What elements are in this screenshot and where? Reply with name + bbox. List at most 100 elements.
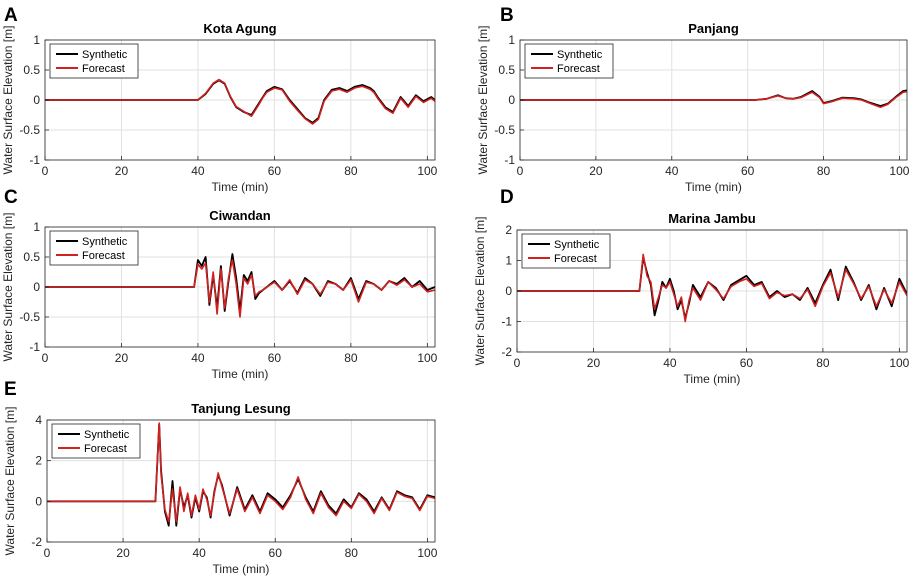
y-tick-label: -1 — [29, 340, 40, 354]
chart-title: Ciwandan — [209, 208, 270, 223]
x-tick-label: 100 — [417, 546, 437, 560]
x-tick-label: 60 — [740, 356, 754, 370]
x-tick-label: 40 — [663, 356, 677, 370]
x-tick-label: 0 — [517, 164, 524, 178]
chart-panel-a: A 0 20 40 60 80 100 -1 -0.5 0 0.5 1 Kota Agung Time (… — [1, 5, 438, 194]
x-tick-label: 80 — [344, 351, 358, 365]
chart-title: Marina Jambu — [668, 211, 755, 226]
y-tick-label: 0 — [33, 280, 40, 294]
x-tick-label: 60 — [268, 351, 282, 365]
y-tick-label: -2 — [501, 345, 512, 359]
series-line-forecast — [517, 253, 907, 323]
y-axis-label: Water Surface Elevation [m] — [473, 217, 487, 366]
x-tick-label: 60 — [269, 546, 283, 560]
y-tick-label: 0.5 — [23, 63, 40, 77]
x-axis-label: Time (min) — [685, 180, 742, 194]
x-tick-label: 20 — [115, 351, 129, 365]
legend-box — [49, 230, 139, 266]
x-tick-label: 100 — [417, 351, 437, 365]
legend: Synthetic Forecast — [49, 43, 139, 79]
y-axis-label: Water Surface Elevation [m] — [1, 213, 15, 362]
y-tick-label: 4 — [35, 413, 42, 427]
legend-box — [524, 43, 614, 79]
y-tick-label: 1 — [33, 33, 40, 47]
x-tick-label: 60 — [741, 164, 755, 178]
chart-title: Kota Agung — [203, 21, 276, 36]
y-tick-label: 0 — [35, 494, 42, 508]
x-tick-label: 80 — [817, 164, 831, 178]
y-axis-label: Water Surface Elevation [m] — [476, 26, 490, 175]
series-line-forecast — [520, 90, 907, 108]
legend-label-synthetic: Synthetic — [84, 429, 130, 441]
x-tick-label: 0 — [44, 546, 51, 560]
y-tick-label: -0.5 — [494, 123, 515, 137]
legend: Synthetic Forecast — [524, 43, 614, 79]
y-tick-label: -0.5 — [19, 310, 40, 324]
y-axis-label: Water Surface Elevation [m] — [3, 407, 17, 556]
legend-box — [49, 43, 139, 79]
y-axis-label: Water Surface Elevation [m] — [1, 26, 15, 175]
x-tick-label: 60 — [268, 164, 282, 178]
legend-box — [521, 233, 611, 269]
x-tick-label: 40 — [191, 351, 205, 365]
legend-label-synthetic: Synthetic — [82, 49, 128, 61]
y-tick-label: 0 — [505, 284, 512, 298]
x-tick-label: 20 — [589, 164, 603, 178]
x-tick-label: 20 — [587, 356, 601, 370]
series-line-synthetic — [517, 256, 907, 320]
x-tick-label: 20 — [115, 164, 129, 178]
y-tick-label: 2 — [35, 454, 42, 468]
legend-label-synthetic: Synthetic — [554, 239, 600, 251]
chart-panel-b: B 0 20 40 60 80 100 -1 -0.5 0 0.5 1 Panjang Time (min… — [476, 5, 910, 194]
x-tick-label: 0 — [514, 356, 521, 370]
x-tick-label: 80 — [345, 546, 359, 560]
series-line-forecast — [45, 259, 435, 318]
x-axis-label: Time (min) — [212, 180, 269, 194]
y-tick-label: 0.5 — [23, 250, 40, 264]
x-tick-label: 100 — [889, 164, 909, 178]
legend-label-synthetic: Synthetic — [557, 49, 603, 61]
legend-label-synthetic: Synthetic — [82, 236, 128, 248]
x-axis-label: Time (min) — [684, 372, 741, 386]
x-tick-label: 80 — [344, 164, 358, 178]
y-tick-label: 0 — [508, 93, 515, 107]
y-tick-label: 0 — [33, 93, 40, 107]
panel-letter: B — [500, 5, 514, 26]
series-line-forecast — [47, 422, 435, 523]
x-tick-label: 40 — [191, 164, 205, 178]
x-tick-label: 100 — [889, 356, 909, 370]
panel-letter: A — [4, 5, 18, 26]
series-line-forecast — [45, 78, 435, 125]
legend: Synthetic Forecast — [51, 423, 141, 459]
legend-label-forecast: Forecast — [82, 250, 125, 262]
y-tick-label: -1 — [501, 315, 512, 329]
x-tick-label: 80 — [816, 356, 830, 370]
panel-letter: C — [4, 187, 18, 208]
x-tick-label: 40 — [192, 546, 206, 560]
y-tick-label: -2 — [31, 535, 42, 549]
chart-panel-d: D 0 20 40 60 80 100 -2 -1 0 1 2 Marina Jambu Time (mi… — [473, 187, 910, 386]
legend: Synthetic Forecast — [49, 230, 139, 266]
y-tick-label: 0.5 — [498, 63, 515, 77]
legend: Synthetic Forecast — [521, 233, 611, 269]
x-tick-label: 0 — [42, 164, 49, 178]
legend-label-forecast: Forecast — [84, 443, 127, 455]
x-tick-label: 20 — [116, 546, 130, 560]
legend-label-forecast: Forecast — [557, 63, 600, 75]
legend-label-forecast: Forecast — [554, 253, 597, 265]
y-tick-label: -1 — [29, 153, 40, 167]
y-tick-label: 1 — [508, 33, 515, 47]
y-tick-label: -0.5 — [19, 123, 40, 137]
x-axis-label: Time (min) — [213, 562, 270, 576]
panel-letter: E — [4, 379, 17, 400]
panel-letter: D — [500, 187, 514, 208]
x-tick-label: 100 — [417, 164, 437, 178]
x-tick-label: 0 — [42, 351, 49, 365]
x-axis-label: Time (min) — [212, 367, 269, 381]
y-tick-label: 1 — [33, 220, 40, 234]
legend-box — [51, 423, 141, 459]
chart-title: Panjang — [688, 21, 739, 36]
x-tick-label: 40 — [665, 164, 679, 178]
